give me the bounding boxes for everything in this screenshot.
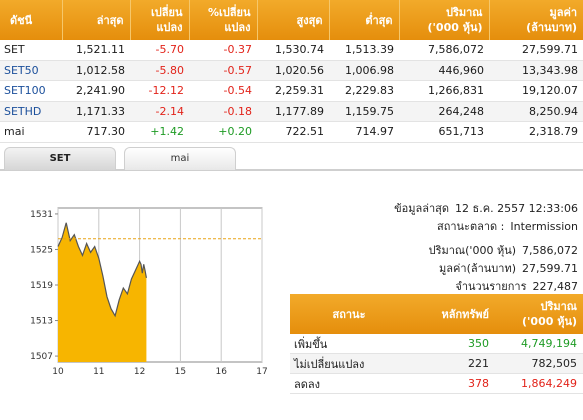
summary-row: ไม่เปลี่ยนแปลง 221 782,505 xyxy=(290,353,583,374)
index-pct-change: -0.18 xyxy=(189,101,257,122)
header-change: เปลี่ยน แปลง xyxy=(130,0,190,40)
x-tick-label: 10 xyxy=(52,367,64,377)
index-pct-change: +0.20 xyxy=(189,121,257,143)
index-row: SET 1,521.11 -5.70 -0.37 1,530.74 1,513.39 7,5… xyxy=(0,40,583,61)
index-last: 717.30 xyxy=(62,121,130,143)
index-volume: 1,266,831 xyxy=(399,80,489,102)
info-value: มูลค่า(ล้านบาท) 27,599.71 xyxy=(439,262,578,275)
summary-count: 221 xyxy=(408,353,495,374)
index-name[interactable]: SET100 xyxy=(0,80,62,102)
index-low: 1,159.75 xyxy=(329,101,399,122)
x-tick-label: 12 xyxy=(134,367,145,377)
y-tick-label: 1531 xyxy=(30,210,53,220)
summary-status: เพิ่มขึ้น xyxy=(290,334,408,354)
index-value: 19,120.07 xyxy=(489,80,583,102)
updated-time: 12 ธ.ค. 2557 12:33:06 xyxy=(455,202,578,215)
header-high: สูงสุด xyxy=(257,0,330,40)
header-securities: หลักทรัพย์ xyxy=(408,294,495,334)
header-status: สถานะ xyxy=(290,294,408,334)
index-row: SET100 2,241.90 -12.12 -0.54 2,259.31 2,229.8… xyxy=(0,80,583,102)
index-high: 1,530.74 xyxy=(257,40,329,61)
summary-status: ลดลง xyxy=(290,373,408,394)
index-row: SET50 1,012.58 -5.80 -0.57 1,020.56 1,006.98 4… xyxy=(0,60,583,81)
info-volume: ปริมาณ('000 หุ้น) 7,586,072 xyxy=(428,244,578,257)
summary-status: ไม่เปลี่ยนแปลง xyxy=(290,353,408,374)
header-value: มูลค่า (ล้านบาท) xyxy=(489,0,583,40)
index-chart: 10 11 12 15 16 17 1507 1513 1519 1525 1531 xyxy=(30,207,268,377)
index-volume: 446,960 xyxy=(399,60,489,81)
market-info: ข้อมูลล่าสุด 12 ธ.ค. 2557 12:33:06 สถานะ… xyxy=(258,200,578,296)
summary-volume: 4,749,194 xyxy=(495,334,583,354)
index-change: -5.70 xyxy=(130,40,189,61)
header-sum-volume: ปริมาณ ('000 หุ้น) xyxy=(495,294,583,334)
header-last: ล่าสุด xyxy=(62,0,131,40)
index-volume: 7,586,072 xyxy=(399,40,489,61)
info-trades: จำนวนรายการ 227,487 xyxy=(455,280,578,293)
summary-table: สถานะ หลักทรัพย์ ปริมาณ ('000 หุ้น) เพิ่ม… xyxy=(290,294,583,394)
y-tick-label: 1525 xyxy=(30,245,53,255)
market-status: Intermission xyxy=(510,220,578,233)
summary-volume: 1,864,249 xyxy=(495,373,583,394)
index-row: mai 717.30 +1.42 +0.20 722.51 714.97 651,713 2,… xyxy=(0,121,583,143)
index-value: 2,318.79 xyxy=(489,121,583,143)
index-change: -2.14 xyxy=(130,101,189,122)
info-status: สถานะตลาด : Intermission xyxy=(258,218,578,236)
index-volume: 651,713 xyxy=(399,121,489,143)
x-tick-label: 11 xyxy=(93,367,104,377)
index-pct-change: -0.37 xyxy=(189,40,257,61)
x-tick-label: 15 xyxy=(175,367,186,377)
index-last: 1,171.33 xyxy=(62,101,130,122)
index-high: 1,020.56 xyxy=(257,60,329,81)
index-table: ดัชนี ล่าสุด เปลี่ยน แปลง %เปลี่ยน แปลง สู… xyxy=(0,0,583,143)
header-pct-change: %เปลี่ยน แปลง xyxy=(189,0,258,40)
index-pct-change: -0.57 xyxy=(189,60,257,81)
tab-set[interactable]: SET xyxy=(4,147,116,170)
index-low: 1,006.98 xyxy=(329,60,399,81)
y-tick-label: 1519 xyxy=(30,281,53,291)
x-tick-label: 17 xyxy=(256,367,267,377)
index-value: 8,250.94 xyxy=(489,101,583,122)
index-change: -12.12 xyxy=(130,80,189,102)
index-low: 1,513.39 xyxy=(329,40,399,61)
index-name[interactable]: SETHD xyxy=(0,101,62,122)
index-last: 1,521.11 xyxy=(62,40,130,61)
index-high: 1,177.89 xyxy=(257,101,329,122)
header-index: ดัชนี xyxy=(0,0,63,40)
header-volume: ปริมาณ ('000 หุ้น) xyxy=(399,0,490,40)
summary-count: 378 xyxy=(408,373,495,394)
index-name: mai xyxy=(0,121,62,143)
index-area xyxy=(58,222,147,362)
summary-row: เพิ่มขึ้น 350 4,749,194 xyxy=(290,334,583,354)
index-row: SETHD 1,171.33 -2.14 -0.18 1,177.89 1,159.75 2… xyxy=(0,101,583,122)
index-low: 2,229.83 xyxy=(329,80,399,102)
index-name: SET xyxy=(0,40,62,61)
header-low: ต่ำสุด xyxy=(329,0,400,40)
summary-row: ลดลง 378 1,864,249 xyxy=(290,373,583,394)
index-high: 2,259.31 xyxy=(257,80,329,102)
index-low: 714.97 xyxy=(329,121,399,143)
index-change: -5.80 xyxy=(130,60,189,81)
y-tick-label: 1513 xyxy=(30,317,53,327)
y-tick-label: 1507 xyxy=(30,352,53,362)
index-line xyxy=(57,222,147,318)
x-tick-label: 16 xyxy=(215,367,227,377)
index-pct-change: -0.54 xyxy=(189,80,257,102)
index-volume: 264,248 xyxy=(399,101,489,122)
index-last: 1,012.58 xyxy=(62,60,130,81)
index-value: 27,599.71 xyxy=(489,40,583,61)
info-updated: ข้อมูลล่าสุด 12 ธ.ค. 2557 12:33:06 xyxy=(258,200,578,218)
index-name[interactable]: SET50 xyxy=(0,60,62,81)
summary-count: 350 xyxy=(408,334,495,354)
index-last: 2,241.90 xyxy=(62,80,130,102)
tab-mai[interactable]: mai xyxy=(124,147,236,170)
index-value: 13,343.98 xyxy=(489,60,583,81)
summary-header: สถานะ หลักทรัพย์ ปริมาณ ('000 หุ้น) xyxy=(290,294,583,334)
index-table-header: ดัชนี ล่าสุด เปลี่ยน แปลง %เปลี่ยน แปลง สู… xyxy=(0,0,583,40)
index-high: 722.51 xyxy=(257,121,329,143)
tab-strip: SET mai xyxy=(0,143,583,171)
summary-volume: 782,505 xyxy=(495,353,583,374)
index-change: +1.42 xyxy=(130,121,189,143)
